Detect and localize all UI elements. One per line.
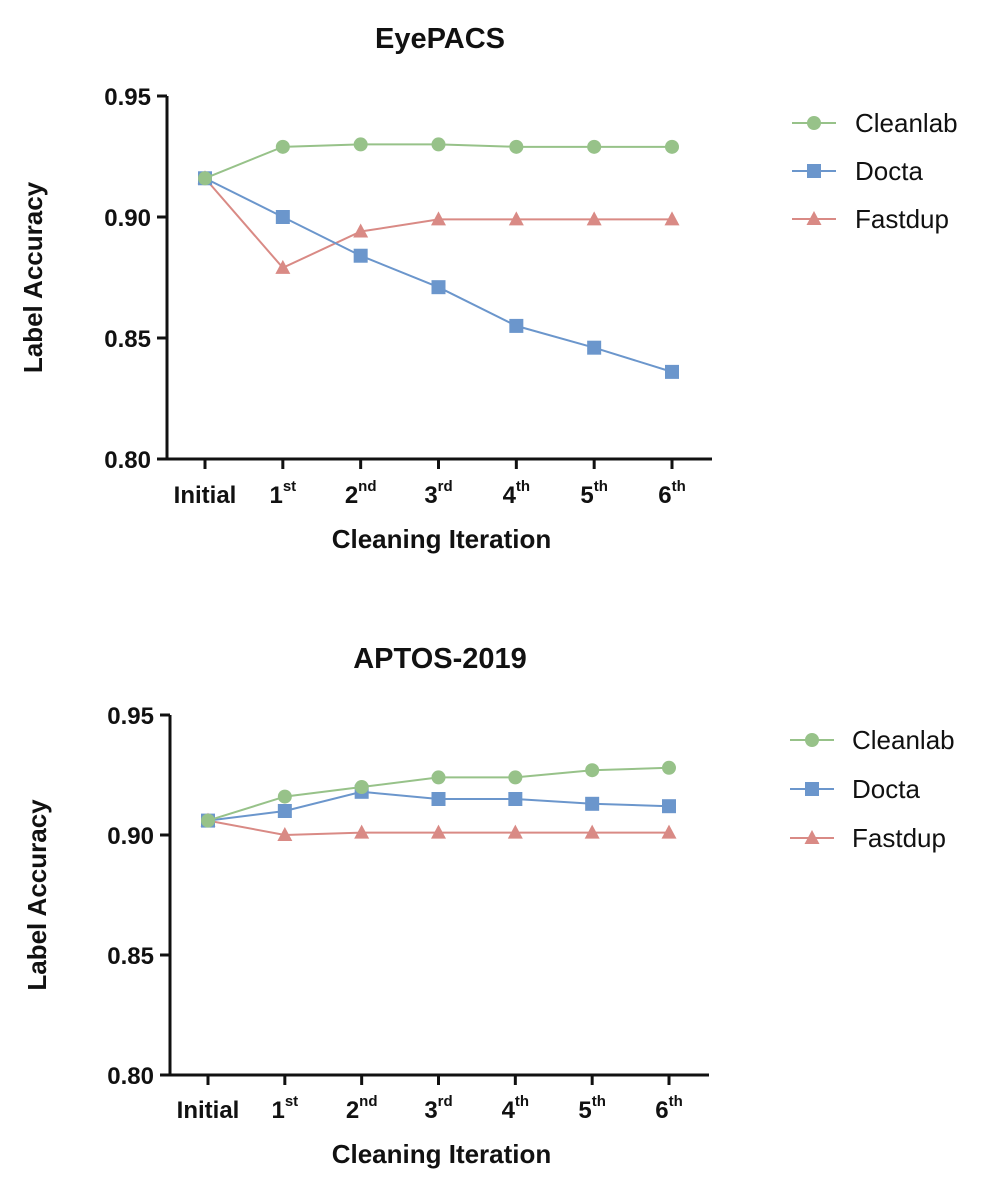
chart-panel-eyepacs: EyePACS 0.80 0.85 0.90 0.95 Initial 1st 2nd 3rd 4… — [18, 23, 958, 554]
data-point — [586, 211, 602, 226]
legend-marker — [807, 164, 821, 178]
legend-item-docta: Docta — [792, 156, 923, 186]
y-tick-label: 0.90 — [104, 205, 151, 232]
data-point — [275, 210, 290, 224]
y-tick-label: 0.85 — [107, 943, 154, 970]
x-tick-label: 6th — [655, 1093, 683, 1124]
data-point — [277, 804, 292, 818]
data-point — [275, 139, 290, 154]
data-point — [662, 799, 676, 814]
x-tick-label: 5th — [578, 1093, 606, 1124]
data-point — [353, 248, 368, 263]
y-tick-label: 0.80 — [104, 447, 151, 474]
data-point — [587, 340, 602, 355]
chart-title: APTOS-2019 — [353, 643, 527, 675]
chart-title: EyePACS — [375, 23, 505, 55]
legend-marker — [807, 116, 821, 130]
series-fastdup — [197, 170, 680, 274]
chart-panel-aptos: APTOS-2019 0.80 0.85 0.90 0.95 Initial 1st 2nd 3… — [0, 590, 1000, 1179]
x-tick-label: 1st — [271, 1093, 298, 1124]
chart-eyepacs: EyePACS 0.80 0.85 0.90 0.95 Initial 1st 2nd 3rd 4… — [18, 23, 958, 554]
y-axis-label: Label Accuracy — [18, 181, 48, 373]
data-point — [508, 211, 524, 226]
legend-item-fastdup: Fastdup — [792, 204, 949, 234]
legend-label: Fastdup — [852, 823, 946, 853]
legend: Cleanlab Docta Fastdup — [790, 725, 955, 853]
x-tick-label: 3rd — [424, 1093, 452, 1124]
data-point — [431, 792, 446, 806]
data-point — [354, 780, 369, 794]
x-tick-label: 3rd — [424, 478, 452, 509]
legend-marker — [804, 830, 820, 844]
legend-label: Cleanlab — [855, 108, 958, 138]
data-point — [275, 259, 291, 274]
data-point — [661, 824, 677, 839]
y-tick-label: 0.95 — [107, 703, 154, 730]
data-point — [665, 139, 679, 154]
data-point — [353, 137, 368, 152]
data-point — [587, 139, 602, 154]
data-point — [431, 770, 446, 785]
data-point — [662, 760, 676, 775]
legend-item-fastdup: Fastdup — [790, 823, 946, 853]
data-point — [507, 824, 523, 839]
y-tick-label: 0.95 — [104, 84, 151, 111]
data-point — [585, 763, 600, 778]
y-axis-label: Label Accuracy — [22, 799, 52, 991]
series-line — [204, 177, 673, 373]
data-point — [509, 318, 524, 333]
legend-marker — [805, 782, 819, 796]
series-fastdup — [200, 812, 677, 841]
x-tick-label: 4th — [502, 1093, 530, 1124]
x-tick-label: 2nd — [346, 1093, 378, 1124]
data-point — [508, 770, 523, 785]
data-point — [508, 792, 523, 806]
x-tick-label: 2nd — [345, 478, 377, 509]
data-point — [431, 824, 446, 839]
data-point — [665, 364, 679, 379]
x-tick-label: 6th — [658, 478, 686, 509]
data-point — [201, 813, 215, 828]
legend-label: Docta — [855, 156, 923, 186]
y-tick-label: 0.80 — [107, 1063, 154, 1090]
data-point — [431, 280, 446, 295]
legend-item-cleanlab: Cleanlab — [792, 108, 958, 138]
legend-label: Docta — [852, 774, 920, 804]
series-docta — [198, 171, 679, 379]
data-point — [431, 211, 446, 226]
data-point — [509, 139, 524, 154]
legend-marker — [805, 733, 819, 747]
legend-item-docta: Docta — [790, 774, 920, 804]
data-point — [277, 827, 293, 841]
data-point — [198, 171, 212, 186]
x-tick-label: 5th — [580, 478, 608, 509]
x-tick-label: 4th — [503, 478, 531, 509]
legend-marker — [806, 211, 822, 225]
legend-label: Cleanlab — [852, 725, 955, 755]
y-tick-label: 0.90 — [107, 823, 154, 850]
data-point — [585, 796, 600, 811]
chart-aptos: APTOS-2019 0.80 0.85 0.90 0.95 Initial 1st 2nd 3… — [22, 643, 955, 1169]
legend-label: Fastdup — [855, 204, 949, 234]
x-tick-label: 1st — [269, 478, 296, 509]
series-cleanlab — [201, 760, 676, 828]
data-point — [277, 789, 292, 804]
series-docta — [201, 784, 676, 828]
series-cleanlab — [198, 137, 679, 186]
y-tick-label: 0.85 — [104, 326, 151, 353]
x-axis-label: Cleaning Iteration — [332, 1139, 552, 1169]
legend: Cleanlab Docta Fastdup — [792, 108, 958, 234]
data-point — [664, 211, 680, 226]
x-tick-label: Initial — [177, 1097, 240, 1124]
data-point — [584, 824, 600, 839]
data-point — [353, 223, 369, 238]
legend-item-cleanlab: Cleanlab — [790, 725, 955, 755]
data-point — [431, 137, 446, 152]
x-tick-label: Initial — [174, 482, 237, 509]
data-point — [354, 824, 370, 839]
x-axis-label: Cleaning Iteration — [332, 524, 552, 554]
